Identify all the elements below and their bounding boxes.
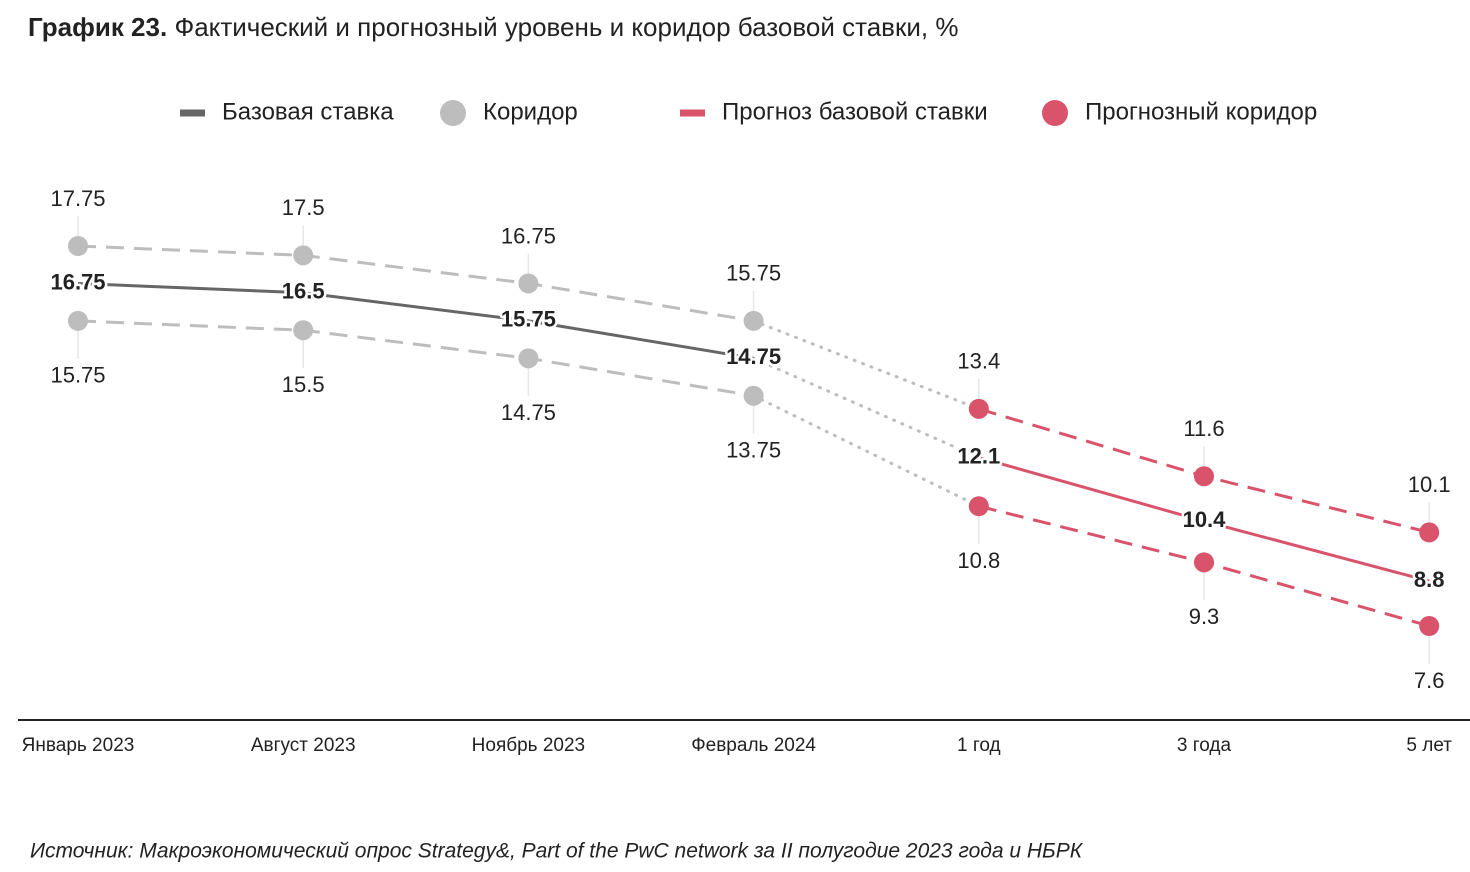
point [518,273,539,294]
x-tick-label: Август 2023 [251,735,356,756]
value-label: 8.8 [1414,567,1445,592]
value-label: 11.6 [1183,416,1224,441]
legend-swatch [180,109,205,117]
x-tick-label: 3 года [1177,735,1232,756]
value-label: 15.5 [282,372,325,397]
series-line [978,456,1430,583]
connector [752,356,981,460]
value-label: 9.3 [1189,604,1220,629]
connector [752,319,981,411]
value-label: 15.75 [501,307,556,332]
point [743,310,764,331]
source: Источник: Макроэкономический опрос Strat… [30,840,1084,863]
point [1419,616,1440,636]
chart-title: График 23. Фактический и прогнозный уров… [28,12,958,42]
value-label: 14.75 [726,344,781,369]
point [968,398,989,419]
legend-label: Прогноз базовой ставки [722,98,988,125]
value-label: 10.1 [1408,472,1451,497]
legend-swatch [680,109,705,117]
value-label: 15.75 [726,261,781,286]
title-text: Фактический и прогнозный уровень и корид… [174,12,958,42]
x-tick-label: Январь 2023 [22,735,135,756]
x-tick-label: Ноябрь 2023 [472,735,585,756]
point [1419,522,1440,543]
point [1194,552,1214,573]
point [293,320,314,341]
x-tick-label: 1 год [957,735,1001,756]
value-label: 10.8 [957,548,1000,573]
title-prefix: График 23. [28,12,167,42]
value-label: 16.75 [50,269,105,294]
legend-label: Базовая ставка [222,98,394,125]
legend-swatch [440,100,466,126]
point [293,245,314,266]
value-label: 12.1 [957,443,1000,468]
connector [752,394,981,508]
value-label: 14.75 [501,400,556,425]
x-tick-label: Февраль 2024 [691,735,816,756]
point [743,385,764,406]
point [968,496,989,517]
value-label: 13.4 [957,349,1000,374]
value-label: 7.6 [1414,668,1445,693]
value-label: 17.75 [50,186,105,211]
value-label: 15.75 [50,363,105,388]
series-line [77,281,754,360]
legend-swatch [1042,100,1068,126]
series-line [77,244,754,323]
point [68,236,88,256]
value-label: 10.4 [1183,507,1227,532]
point [68,310,88,331]
legend-label: Коридор [483,98,578,125]
point [518,348,539,369]
value-label: 16.75 [501,223,556,248]
x-tick-label: 5 лет [1406,735,1452,756]
value-label: 16.5 [282,279,325,304]
series-line [77,319,754,398]
value-label: 13.75 [726,438,781,463]
point [1194,466,1214,487]
legend-label: Прогнозный коридор [1085,98,1317,125]
value-label: 17.5 [282,195,325,220]
